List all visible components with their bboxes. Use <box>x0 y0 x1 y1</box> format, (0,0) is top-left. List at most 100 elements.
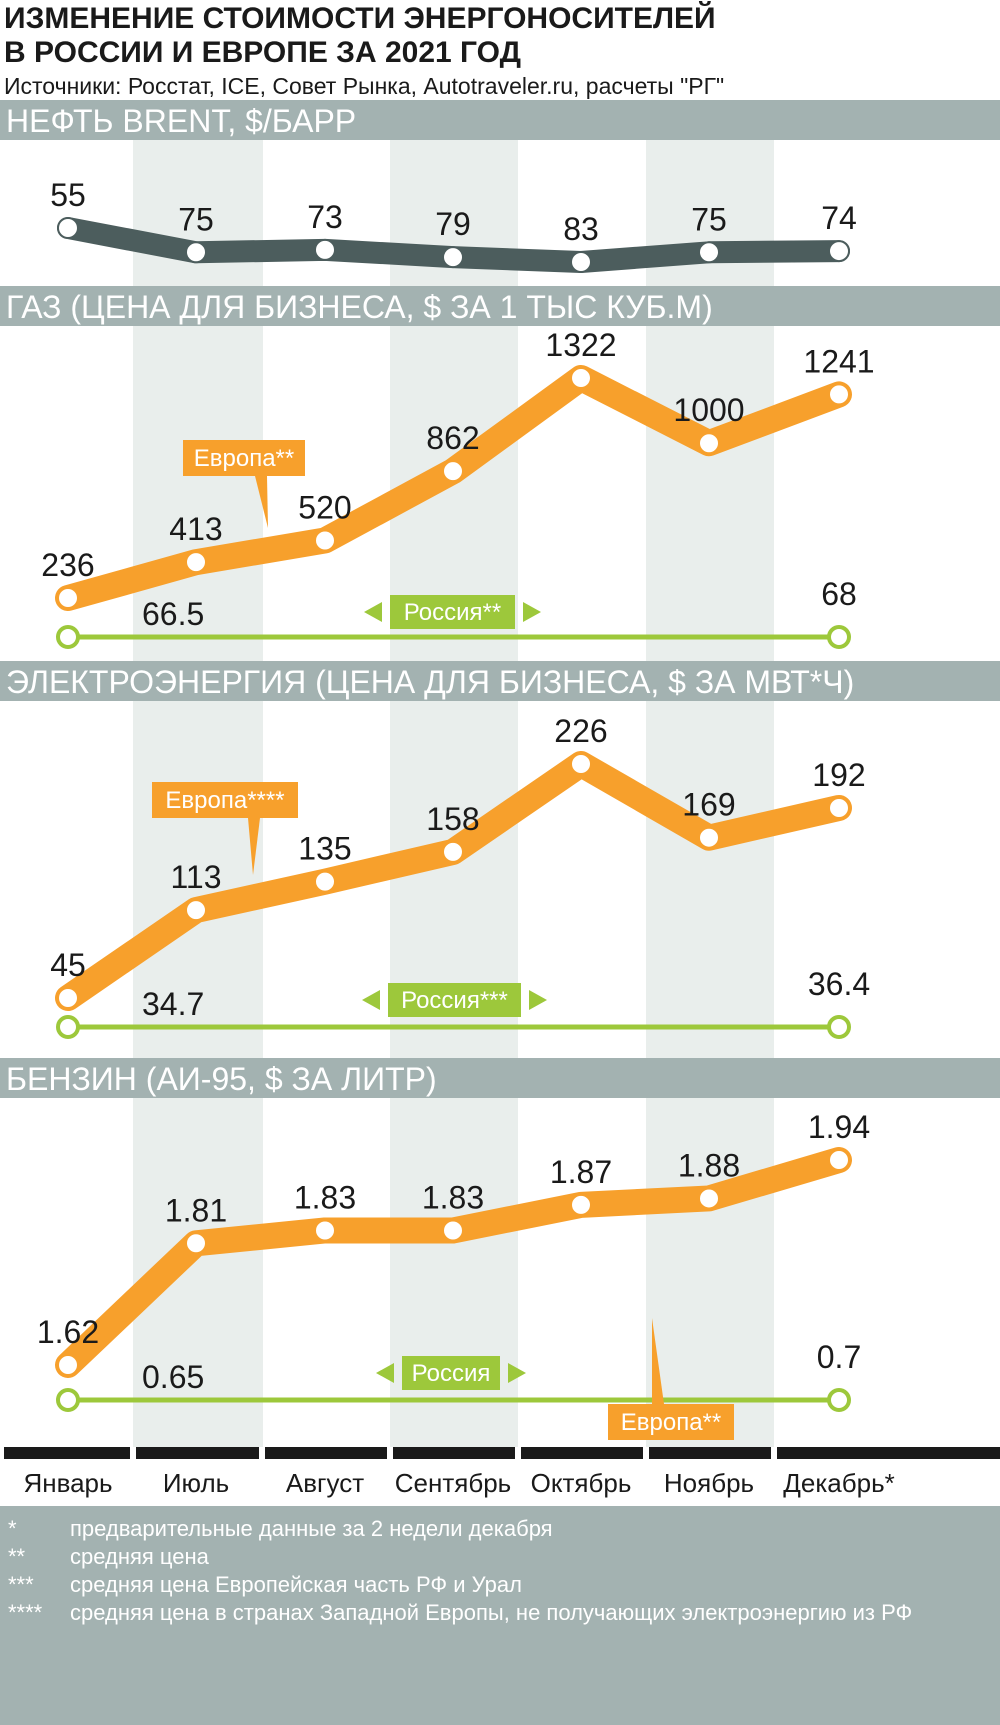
europe-point-5 <box>698 826 720 849</box>
arrow-right-icon <box>508 1363 526 1383</box>
panel-title-band <box>0 661 1000 701</box>
europe-point-2 <box>314 1219 336 1242</box>
europe-callout-pointer <box>255 476 268 528</box>
panel-title-band <box>0 1058 1000 1098</box>
europe-point-3 <box>442 1219 464 1242</box>
oil-point-2 <box>314 238 336 261</box>
panel-title: НЕФТЬ BRENT, $/БАРР <box>6 103 356 139</box>
europe-value-label: 158 <box>426 801 479 837</box>
panel-title-band <box>0 100 1000 140</box>
oil-value-label: 75 <box>691 201 727 237</box>
europe-value-label: 1.62 <box>37 1314 99 1350</box>
footnotes-panel <box>0 1506 1000 1725</box>
x-axis-bar <box>4 1447 1000 1459</box>
europe-value-label: 1.94 <box>808 1109 870 1145</box>
panel-title: ЭЛЕКТРОЭНЕРГИЯ (ЦЕНА ДЛЯ БИЗНЕСА, $ ЗА М… <box>6 664 854 700</box>
europe-point-1 <box>185 1232 207 1255</box>
oil-value-label: 73 <box>307 199 343 235</box>
oil-point-4 <box>570 251 592 273</box>
europe-point-0 <box>57 987 79 1009</box>
europe-point-4 <box>570 367 592 389</box>
x-axis-gap-2 <box>387 1447 393 1459</box>
europe-legend-label: Европа** <box>194 445 294 472</box>
europe-point-1 <box>185 551 207 574</box>
europe-point-0 <box>57 1354 79 1376</box>
oil-value-label: 79 <box>435 206 471 242</box>
oil-point-0 <box>57 217 79 239</box>
column-stripe-1 <box>390 138 518 1448</box>
europe-value-label: 862 <box>426 420 479 456</box>
x-axis-gap-1 <box>259 1447 265 1459</box>
oil-point-1 <box>185 241 207 264</box>
russia-legend-pill <box>388 983 521 1017</box>
oil-point-6 <box>828 240 850 263</box>
russia-point-1 <box>827 625 851 649</box>
chart-panels: НЕФТЬ BRENT, $/БАРР 55 75 73 79 83 75 74 ГАЗ (ЦЕ… <box>0 100 1000 1440</box>
page-title-line2: В РОССИИ И ЕВРОПЕ ЗА 2021 ГОД <box>4 36 521 69</box>
x-axis-gap-4 <box>643 1447 649 1459</box>
europe-legend-box <box>183 440 305 476</box>
europe-value-label: 1.87 <box>550 1154 612 1190</box>
europe-value-label: 1.83 <box>294 1179 356 1215</box>
europe-point-0 <box>57 587 79 609</box>
europe-point-3 <box>442 460 464 483</box>
oil-value-label: 55 <box>50 177 86 213</box>
footnote-text: средняя цена <box>70 1544 210 1569</box>
europe-legend-box <box>608 1404 734 1440</box>
russia-value-label: 66.5 <box>142 596 204 632</box>
chart-panel-3: ЭЛЕКТРОЭНЕРГИЯ (ЦЕНА ДЛЯ БИЗНЕСА, $ ЗА М… <box>0 661 1000 1039</box>
europe-value-label: 45 <box>50 947 86 983</box>
russia-value-label: 0.7 <box>817 1339 861 1375</box>
x-axis-label: Декабрь* <box>783 1468 895 1498</box>
europe-value-label: 226 <box>554 713 607 749</box>
oil-value-label: 75 <box>178 201 214 237</box>
arrow-left-icon <box>376 1363 394 1383</box>
x-axis-label: Октябрь <box>531 1468 632 1498</box>
europe-legend-label: Европа** <box>621 1409 721 1436</box>
arrow-left-icon <box>362 990 380 1010</box>
europe-point-6 <box>828 796 850 819</box>
oil-value-label: 74 <box>821 200 857 236</box>
europe-point-2 <box>314 529 336 552</box>
europe-value-label: 236 <box>41 547 94 583</box>
russia-point-0 <box>56 625 80 649</box>
europe-value-label: 192 <box>812 757 865 793</box>
europe-value-label: 1.83 <box>422 1179 484 1215</box>
column-stripe-2 <box>646 138 774 1448</box>
europe-legend-box <box>152 782 298 818</box>
x-axis-label: Август <box>286 1468 364 1498</box>
footnote-mark: * <box>8 1516 17 1541</box>
page-title-line1: ИЗМЕНЕНИЕ СТОИМОСТИ ЭНЕРГОНОСИТЕЛЕЙ <box>4 1 716 35</box>
russia-legend-pill <box>402 1356 500 1390</box>
footnote-mark: *** <box>8 1572 34 1597</box>
russia-value-label: 0.65 <box>142 1359 204 1395</box>
europe-value-label: 113 <box>170 859 221 895</box>
europe-point-1 <box>185 899 207 922</box>
footnote-text: предварительные данные за 2 недели декаб… <box>70 1516 553 1541</box>
europe-point-6 <box>828 383 850 406</box>
europe-value-label: 1.88 <box>678 1147 740 1183</box>
panel-title: БЕНЗИН (АИ-95, $ ЗА ЛИТР) <box>6 1061 437 1097</box>
russia-legend-label: Россия*** <box>401 987 508 1014</box>
x-axis-gap-0 <box>130 1447 136 1459</box>
x-axis-label: Сентябрь <box>395 1468 511 1498</box>
europe-point-6 <box>828 1149 850 1171</box>
europe-point-4 <box>570 753 592 775</box>
column-stripes <box>133 138 774 1448</box>
panel-title-band <box>0 286 1000 326</box>
europe-callout-pointer <box>652 1318 664 1404</box>
x-axis-label: Ноябрь <box>664 1468 754 1498</box>
europe-value-label: 520 <box>298 489 351 525</box>
europe-value-label: 1322 <box>545 327 616 363</box>
footnote-text: средняя цена Европейская часть РФ и Урал <box>70 1572 522 1597</box>
russia-point-0 <box>56 1388 80 1412</box>
x-axis-label: Июль <box>163 1468 229 1498</box>
russia-value-label: 36.4 <box>808 966 870 1002</box>
arrow-right-icon <box>529 990 547 1010</box>
x-axis-gap-3 <box>515 1447 521 1459</box>
europe-point-5 <box>698 1187 720 1210</box>
chart-panel-4: БЕНЗИН (АИ-95, $ ЗА ЛИТР) 1.62 1.81 1.83 1.8… <box>0 1058 1000 1440</box>
europe-value-label: 1241 <box>803 343 874 379</box>
europe-value-label: 413 <box>169 511 222 547</box>
